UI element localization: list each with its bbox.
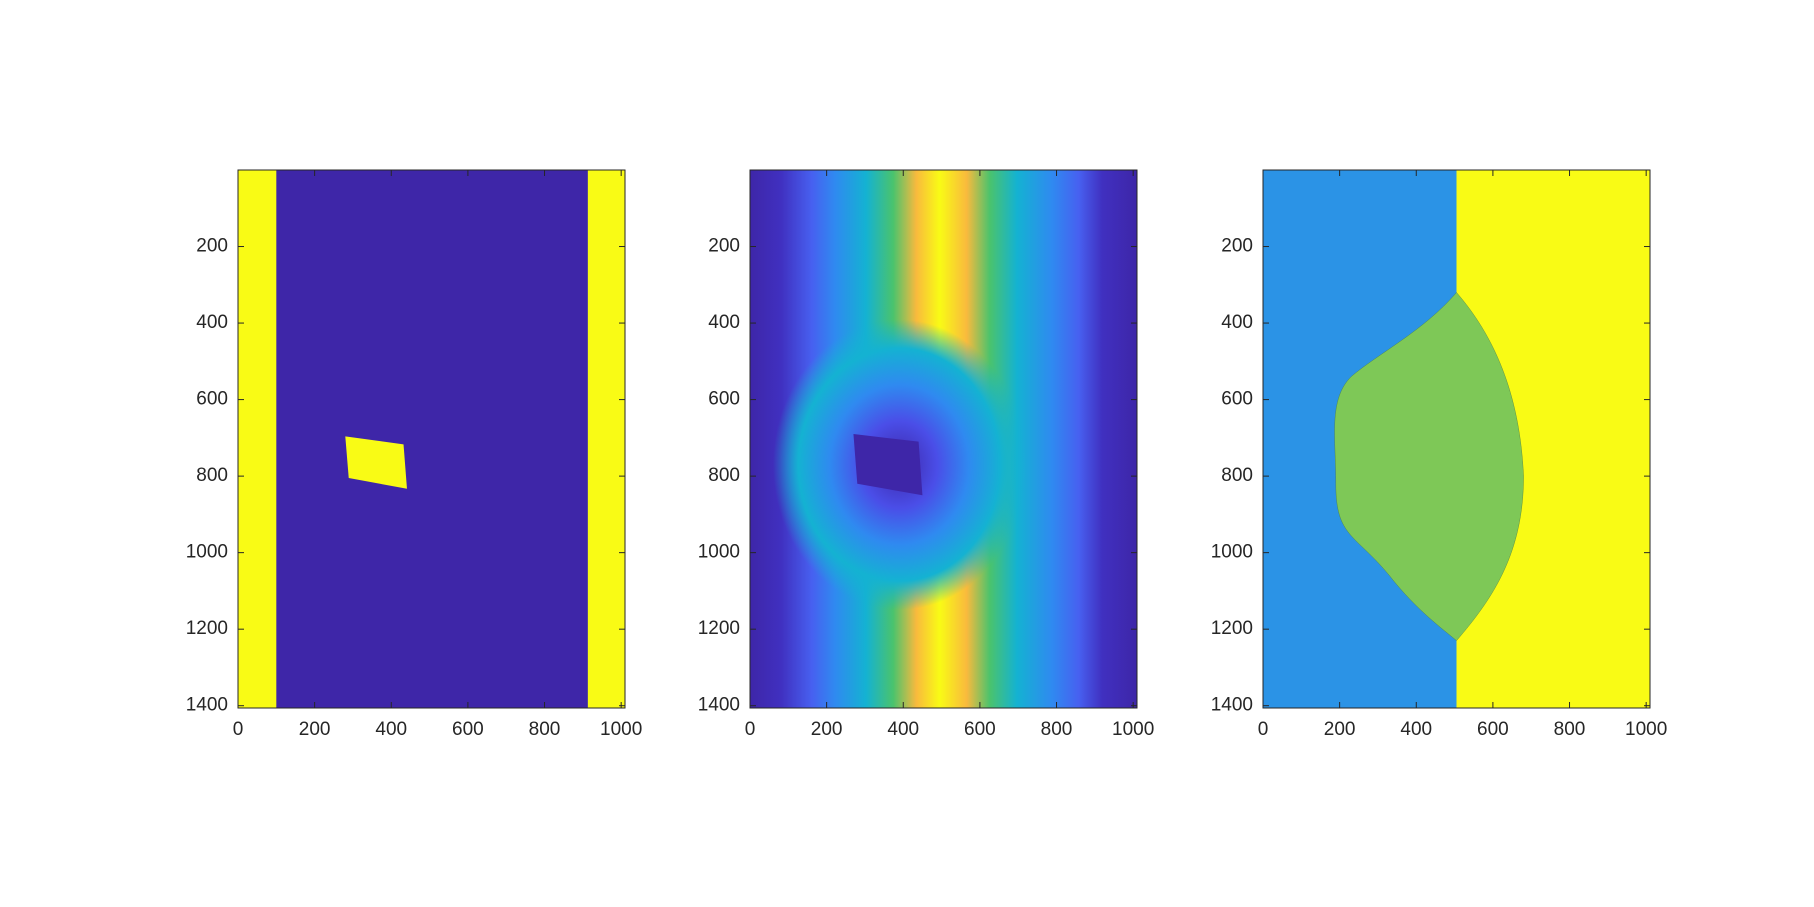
x-tick-label: 400 <box>1400 719 1432 740</box>
x-tick-label: 200 <box>299 719 331 740</box>
y-tick-label: 1000 <box>698 542 740 563</box>
x-tick-label: 1000 <box>1112 719 1154 740</box>
y-tick-label: 1000 <box>1211 542 1253 563</box>
y-tick-label: 600 <box>196 389 228 410</box>
image-1 <box>238 170 625 708</box>
x-tick-label: 800 <box>1554 719 1586 740</box>
y-tick-label: 600 <box>1221 389 1253 410</box>
x-tick-label: 400 <box>375 719 407 740</box>
x-tick-label: 800 <box>529 719 561 740</box>
y-tick-label: 1400 <box>186 695 228 716</box>
y-tick-label: 1200 <box>1211 618 1253 639</box>
axes-frame <box>1262 169 1651 709</box>
x-tick-label: 0 <box>1258 719 1269 740</box>
x-tick-label: 600 <box>1477 719 1509 740</box>
x-tick-label: 200 <box>1324 719 1356 740</box>
x-tick-label: 0 <box>745 719 756 740</box>
y-tick-label: 800 <box>196 465 228 486</box>
x-tick-label: 600 <box>964 719 996 740</box>
y-tick-label: 1400 <box>1211 695 1253 716</box>
axes-frame <box>749 169 1138 709</box>
x-tick-label: 1000 <box>1625 719 1667 740</box>
y-tick-label: 1400 <box>698 695 740 716</box>
x-tick-label: 800 <box>1041 719 1073 740</box>
y-tick-label: 400 <box>196 312 228 333</box>
y-tick-label: 200 <box>708 236 740 257</box>
y-tick-label: 400 <box>708 312 740 333</box>
y-tick-label: 1000 <box>186 542 228 563</box>
y-tick-label: 1200 <box>698 618 740 639</box>
axes-frame <box>237 169 626 709</box>
y-tick-label: 600 <box>708 389 740 410</box>
y-tick-label: 800 <box>708 465 740 486</box>
image-3 <box>1263 170 1650 708</box>
y-tick-label: 1200 <box>186 618 228 639</box>
x-tick-label: 200 <box>811 719 843 740</box>
y-tick-label: 800 <box>1221 465 1253 486</box>
x-tick-label: 1000 <box>600 719 642 740</box>
y-tick-label: 200 <box>196 236 228 257</box>
x-tick-label: 0 <box>233 719 244 740</box>
y-tick-label: 400 <box>1221 312 1253 333</box>
y-tick-label: 200 <box>1221 236 1253 257</box>
image-2 <box>750 170 1137 708</box>
x-tick-label: 600 <box>452 719 484 740</box>
x-tick-label: 400 <box>887 719 919 740</box>
